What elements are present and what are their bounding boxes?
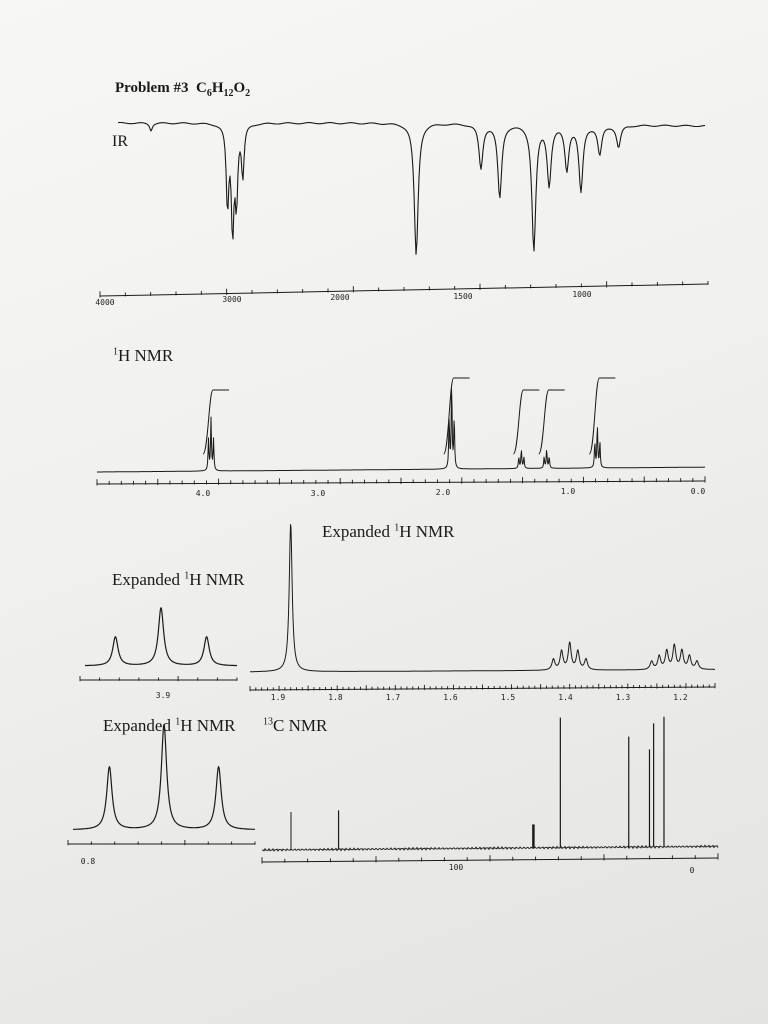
expanded-main-text: Expanded [322, 522, 395, 541]
expanded-ll-sup: 1 [175, 716, 181, 728]
problem-title: Problem #3 C6H12O2 [115, 80, 250, 99]
problem-number: Problem #3 [115, 80, 189, 96]
hnmr-tick-label: 2.0 [436, 488, 451, 497]
hnmr-integral-curve [443, 377, 470, 455]
ir-label: IR [112, 133, 128, 150]
hnmr-label: 1H NMR [113, 346, 173, 366]
expanded-main-tick-label: 1.7 [386, 693, 401, 702]
hnmr-tick-label: 1.0 [561, 487, 576, 496]
expanded-main-tick-label: 1.5 [501, 693, 516, 702]
expanded-main-tick-label: 1.8 [328, 693, 343, 702]
hnmr-integral-curve [512, 389, 540, 455]
expanded-main-spectrum-line [250, 524, 715, 673]
expanded-main-tick-label: 1.2 [673, 693, 688, 702]
ir-tick-label: 4000 [95, 298, 114, 307]
expanded-ll-text: Expanded [103, 716, 176, 735]
cnmr-tick-label: 100 [449, 863, 464, 872]
expanded-0-8-tick-label: 0.8 [81, 857, 96, 866]
expanded-3-9-line [84, 607, 238, 667]
expanded-main-tick-label: 1.4 [558, 693, 573, 702]
expanded-ll-hnmr: H NMR [180, 716, 236, 735]
hnmr-integral-curve [538, 389, 565, 455]
expanded-lu-hnmr: H NMR [189, 570, 245, 589]
expanded-lu-sup: 1 [184, 570, 190, 582]
hnmr-spectrum-line [97, 388, 705, 473]
hnmr-tick-label: 4.0 [196, 489, 211, 498]
formula-c: C [195, 80, 207, 96]
ir-spectrum-line [117, 121, 706, 255]
formula-h: H [211, 80, 224, 96]
expanded-3-9-tick-label: 3.9 [156, 691, 171, 700]
formula-o-sub: 2 [245, 88, 251, 99]
expanded-main-tick-label: 1.9 [271, 693, 286, 702]
expanded-lu-text: Expanded [112, 570, 185, 589]
expanded-left-lower-label: Expanded 1H NMR [103, 716, 236, 736]
expanded-left-upper-label: Expanded 1H NMR [112, 570, 245, 590]
cnmr-text: C NMR [273, 716, 328, 735]
hnmr-sup: 1 [113, 346, 118, 358]
ir-tick-label: 2000 [330, 293, 349, 302]
formula-h-sub: 12 [223, 88, 234, 99]
expanded-0-8-line [72, 724, 256, 830]
cnmr-label: 13C NMR [263, 716, 327, 736]
expanded-main-tick-label: 1.6 [443, 693, 458, 702]
hnmr-tick-label: 3.0 [311, 489, 326, 498]
ir-tick-label: 3000 [222, 295, 241, 304]
hnmr-tick-label: 0.0 [691, 487, 706, 496]
hnmr-integral-curve [588, 377, 616, 455]
ir-tick-label: 1000 [572, 290, 591, 299]
hnmr-text: H NMR [118, 346, 174, 365]
hnmr-integral-curve [202, 389, 229, 455]
ir-tick-label: 1500 [453, 292, 472, 301]
cnmr-sup: 13 [263, 716, 273, 728]
cnmr-tick-label: 0 [690, 866, 695, 875]
expanded-main-label: Expanded 1H NMR [322, 522, 455, 542]
formula-c-sub: 6 [206, 88, 212, 99]
expanded-main-sup: 1 [394, 522, 400, 534]
formula-o: O [233, 80, 246, 96]
expanded-main-tick-label: 1.3 [616, 693, 631, 702]
expanded-main-hnmr: H NMR [399, 522, 455, 541]
